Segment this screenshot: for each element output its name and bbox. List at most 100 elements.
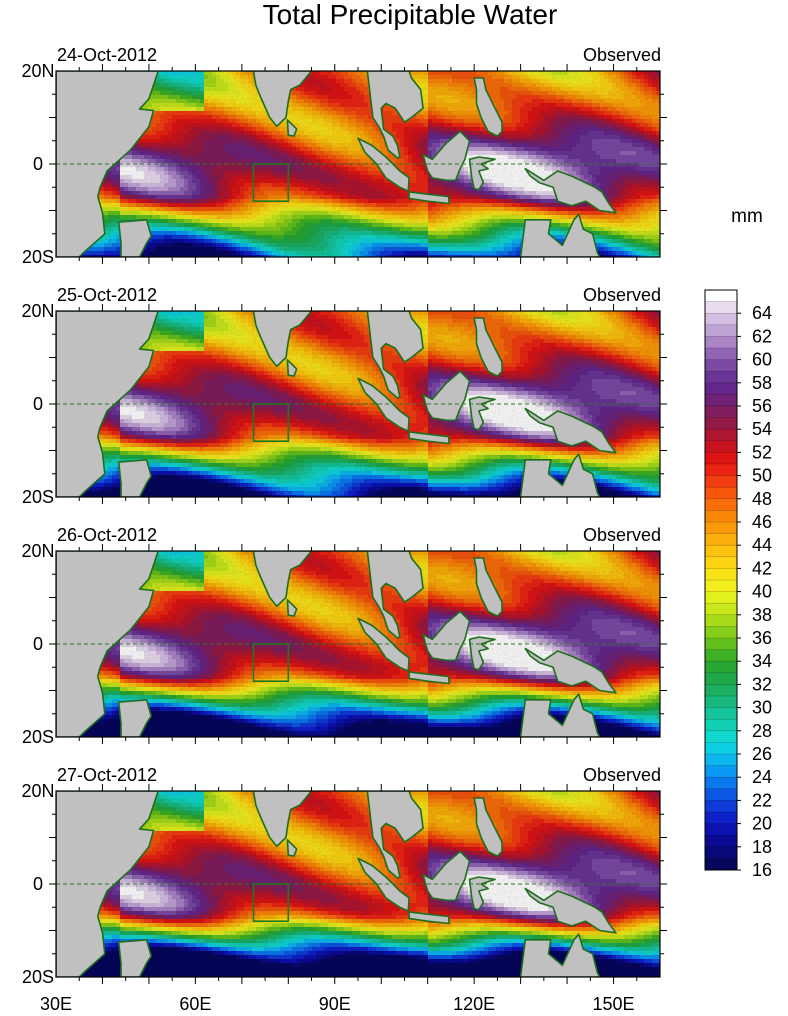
colorbar-tick-label: 30: [752, 698, 772, 718]
panel-source-label: Observed: [583, 45, 661, 65]
colorbar-swatch: [705, 394, 737, 407]
colorbar-swatch: [705, 835, 737, 848]
colorbar-tick-label: 60: [752, 350, 772, 370]
colorbar-swatch: [705, 696, 737, 708]
colorbar-swatch: [705, 858, 737, 871]
colorbar-tick-label: 26: [752, 744, 772, 764]
latitude-tick-label: 20S: [22, 967, 54, 987]
colorbar-tick-label: 62: [752, 326, 772, 346]
colorbar-swatch: [705, 475, 737, 488]
panel-date: 27-Oct-2012: [57, 765, 157, 785]
colorbar-swatch: [705, 556, 737, 569]
latitude-tick-label: 0: [33, 634, 43, 654]
colorbar-swatch: [705, 754, 737, 766]
panel-date: 24-Oct-2012: [57, 45, 157, 65]
colorbar-swatch: [705, 661, 737, 674]
colorbar-tick-label: 44: [752, 535, 772, 555]
colorbar-tick-label: 52: [752, 442, 772, 462]
colorbar-tick-label: 46: [752, 512, 772, 532]
colorbar-swatch: [705, 336, 737, 349]
colorbar-tick-label: 16: [752, 860, 772, 880]
map-panel: 20N 0 20S 27-Oct-2012 Observed: [21, 765, 667, 987]
colorbar-swatch: [705, 440, 737, 453]
colorbar-swatch: [705, 452, 737, 465]
map-panel: 20N 0 20S 25-Oct-2012 Observed: [21, 285, 667, 507]
colorbar-swatch: [705, 301, 737, 314]
colorbar-swatch: [705, 371, 737, 384]
colorbar-swatch: [705, 719, 737, 732]
latitude-tick-label: 20S: [22, 487, 54, 507]
colorbar-swatch: [705, 510, 737, 523]
latitude-tick-label: 0: [33, 154, 43, 174]
colorbar-swatch: [705, 649, 737, 662]
colorbar-swatch: [705, 684, 737, 697]
colorbar-swatch: [705, 313, 737, 326]
colorbar-swatch: [705, 823, 737, 836]
colorbar-swatch: [705, 591, 737, 604]
longitude-tick-label: 90E: [319, 994, 351, 1014]
colorbar-tick-label: 38: [752, 605, 772, 625]
analysis-box: [252, 403, 290, 443]
latitude-tick-label: 20N: [21, 301, 54, 321]
colorbar-tick-label: 20: [752, 814, 772, 834]
colorbar-swatch: [705, 812, 737, 824]
colorbar-swatch: [705, 788, 737, 801]
latitude-tick-label: 0: [33, 874, 43, 894]
colorbar-swatch: [705, 359, 737, 372]
colorbar-swatch: [705, 382, 737, 395]
colorbar: 64 62 60 58 56 54 52 50 48 46 44 42 40 38 36 34 32 30 28 26…: [704, 289, 772, 880]
colorbar-tick-label: 34: [752, 651, 772, 671]
colorbar-swatch: [705, 348, 737, 360]
colorbar-swatch: [705, 568, 737, 581]
map-panel: 20N 0 20S 24-Oct-2012 Observed: [21, 45, 667, 267]
analysis-box: [252, 643, 290, 683]
colorbar-tick-label: 56: [752, 396, 772, 416]
colorbar-tick-label: 28: [752, 721, 772, 741]
panel-date: 26-Oct-2012: [57, 525, 157, 545]
colorbar-tick-label: 32: [752, 674, 772, 694]
latitude-tick-label: 20S: [22, 247, 54, 267]
latitude-tick-label: 20N: [21, 781, 54, 801]
colorbar-swatch: [705, 707, 737, 720]
latitude-tick-label: 20N: [21, 541, 54, 561]
longitude-tick-label: 30E: [40, 994, 72, 1014]
colorbar-tick-label: 40: [752, 582, 772, 602]
colorbar-swatch: [705, 672, 737, 685]
colorbar-swatch: [705, 417, 737, 430]
colorbar-swatch: [705, 777, 737, 790]
units-label: mm: [731, 206, 763, 227]
colorbar-swatch: [705, 487, 737, 500]
colorbar-swatch: [705, 290, 737, 302]
figure-title: Total Precipitable Water: [263, 0, 558, 30]
colorbar-tick-label: 42: [752, 558, 772, 578]
colorbar-swatch: [705, 464, 737, 476]
colorbar-tick-label: 48: [752, 489, 772, 509]
analysis-box: [252, 163, 290, 203]
colorbar-tick-label: 54: [752, 419, 772, 439]
latitude-tick-label: 20S: [22, 727, 54, 747]
colorbar-tick-label: 24: [752, 767, 772, 787]
latitude-tick-label: 20N: [21, 61, 54, 81]
colorbar-swatch: [705, 603, 737, 616]
panel-source-label: Observed: [583, 285, 661, 305]
colorbar-swatch: [705, 533, 737, 546]
colorbar-swatch: [705, 406, 737, 418]
panel-date: 25-Oct-2012: [57, 285, 157, 305]
colorbar-swatch: [705, 742, 737, 755]
colorbar-swatch: [705, 324, 737, 337]
colorbar-swatch: [705, 730, 737, 743]
panel-source-label: Observed: [583, 765, 661, 785]
colorbar-swatch: [705, 626, 737, 639]
colorbar-tick-label: 22: [752, 790, 772, 810]
colorbar-swatch: [705, 765, 737, 778]
colorbar-swatch: [705, 545, 737, 558]
colorbar-swatch: [705, 429, 737, 442]
longitude-tick-label: 150E: [593, 994, 635, 1014]
colorbar-swatch: [705, 846, 737, 859]
longitude-tick-label: 120E: [453, 994, 495, 1014]
colorbar-tick-label: 64: [752, 303, 772, 323]
colorbar-tick-label: 36: [752, 628, 772, 648]
panel-source-label: Observed: [583, 525, 661, 545]
colorbar-swatch: [705, 800, 737, 813]
colorbar-swatch: [705, 522, 737, 534]
